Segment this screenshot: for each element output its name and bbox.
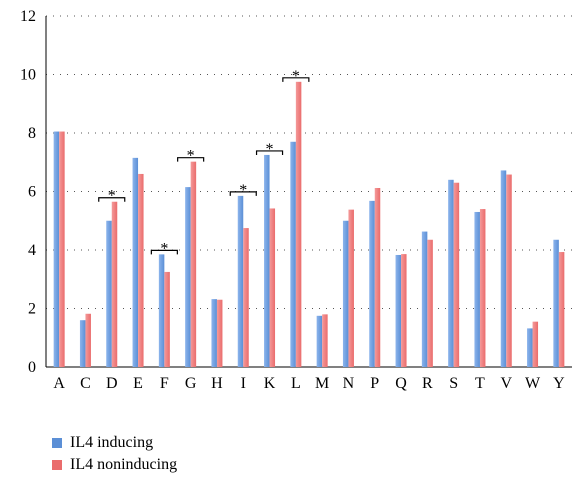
x-tick-label: C: [80, 375, 91, 392]
x-tick-label: Y: [553, 375, 565, 392]
significance-bracket: [150, 249, 178, 255]
bar-inducing: [448, 179, 454, 367]
bar-noninducing: [190, 161, 197, 367]
x-tick-label: G: [185, 375, 197, 392]
bar-noninducing: [269, 208, 276, 367]
bar-inducing: [527, 328, 533, 367]
bar-noninducing: [453, 182, 460, 367]
bar-noninducing: [85, 313, 91, 367]
legend-label-inducing: IL4 inducing: [70, 434, 154, 451]
y-tick-label: 0: [28, 359, 36, 376]
bar-inducing: [369, 200, 375, 367]
bar-inducing: [500, 170, 507, 367]
significance-star: *: [239, 182, 247, 199]
bar-noninducing: [401, 254, 407, 367]
bar-noninducing: [243, 228, 249, 367]
bar-noninducing: [164, 271, 170, 367]
bar-inducing: [342, 220, 349, 367]
bar-inducing: [316, 315, 323, 367]
bar-inducing: [474, 211, 480, 367]
bar-inducing: [106, 220, 112, 367]
x-tick-label: E: [133, 375, 143, 392]
bar-inducing: [79, 320, 86, 367]
bar-noninducing: [322, 314, 328, 367]
bar-noninducing: [558, 252, 565, 367]
x-tick-label: K: [264, 375, 276, 392]
significance-star: *: [187, 148, 195, 165]
bar-noninducing: [216, 299, 223, 367]
bar-noninducing: [348, 209, 354, 367]
x-tick-label: I: [241, 375, 246, 392]
legend-item-noninducing: IL4 noninducing: [52, 454, 177, 476]
bar-noninducing: [295, 81, 302, 367]
significance-star: *: [160, 240, 168, 257]
bar-chart-plot: 0 2 4 6 8 10 12 A C D E F G H I K L M N P Q R S T V W Y * * * * * *: [20, 8, 572, 392]
x-tick-label: P: [370, 375, 379, 392]
significance-star: *: [108, 188, 116, 205]
significance-bracket: [229, 191, 257, 196]
significance-star: *: [266, 141, 274, 158]
x-tick-label: N: [343, 375, 355, 392]
significance-bracket: [98, 197, 126, 202]
x-tick-label: T: [475, 375, 485, 392]
bar-noninducing: [138, 173, 144, 367]
bar-inducing: [264, 154, 270, 367]
x-tick-label: A: [53, 375, 65, 392]
x-tick-label: S: [449, 375, 458, 392]
x-tick-label: V: [500, 375, 512, 392]
bar-noninducing: [427, 239, 433, 367]
x-tick-label: H: [211, 375, 223, 392]
bar-inducing: [421, 231, 428, 367]
y-tick-label: 4: [28, 242, 36, 259]
bar-inducing: [53, 131, 60, 367]
y-tick-label: 12: [20, 8, 36, 25]
x-tick-label: F: [160, 375, 169, 392]
x-tick-label: L: [291, 375, 301, 392]
bar-inducing: [132, 157, 139, 367]
y-tick-label: 10: [20, 67, 36, 84]
bar-inducing: [553, 239, 559, 367]
bar-inducing: [395, 254, 402, 367]
x-tick-label: R: [422, 375, 433, 392]
legend-swatch-inducing: [52, 438, 62, 448]
bar-inducing: [290, 141, 296, 367]
legend: IL4 inducing IL4 noninducing: [52, 432, 177, 476]
significance-bracket: [282, 77, 310, 82]
bar-inducing: [158, 254, 165, 367]
significance-bracket: [255, 150, 284, 155]
x-tick-label: D: [106, 375, 118, 392]
legend-item-inducing: IL4 inducing: [52, 432, 177, 454]
y-tick-label: 6: [28, 184, 36, 201]
bar-noninducing: [479, 209, 486, 367]
y-tick-label: 2: [28, 301, 36, 318]
significance-star: *: [292, 68, 300, 85]
significance-bracket: [177, 157, 205, 162]
bar-noninducing: [374, 187, 381, 367]
bar-noninducing: [506, 174, 512, 367]
x-tick-label: W: [525, 375, 541, 392]
bar-noninducing: [532, 321, 539, 367]
bar-noninducing: [111, 201, 118, 367]
y-tick-label: 8: [28, 125, 36, 142]
bar-inducing: [185, 187, 191, 367]
bar-inducing: [237, 195, 244, 367]
x-tick-label: M: [315, 375, 329, 392]
x-tick-label: Q: [395, 375, 407, 392]
legend-label-noninducing: IL4 noninducing: [70, 456, 178, 473]
bar-noninducing: [59, 131, 65, 367]
legend-swatch-noninducing: [52, 460, 62, 470]
bar-inducing: [211, 299, 217, 367]
